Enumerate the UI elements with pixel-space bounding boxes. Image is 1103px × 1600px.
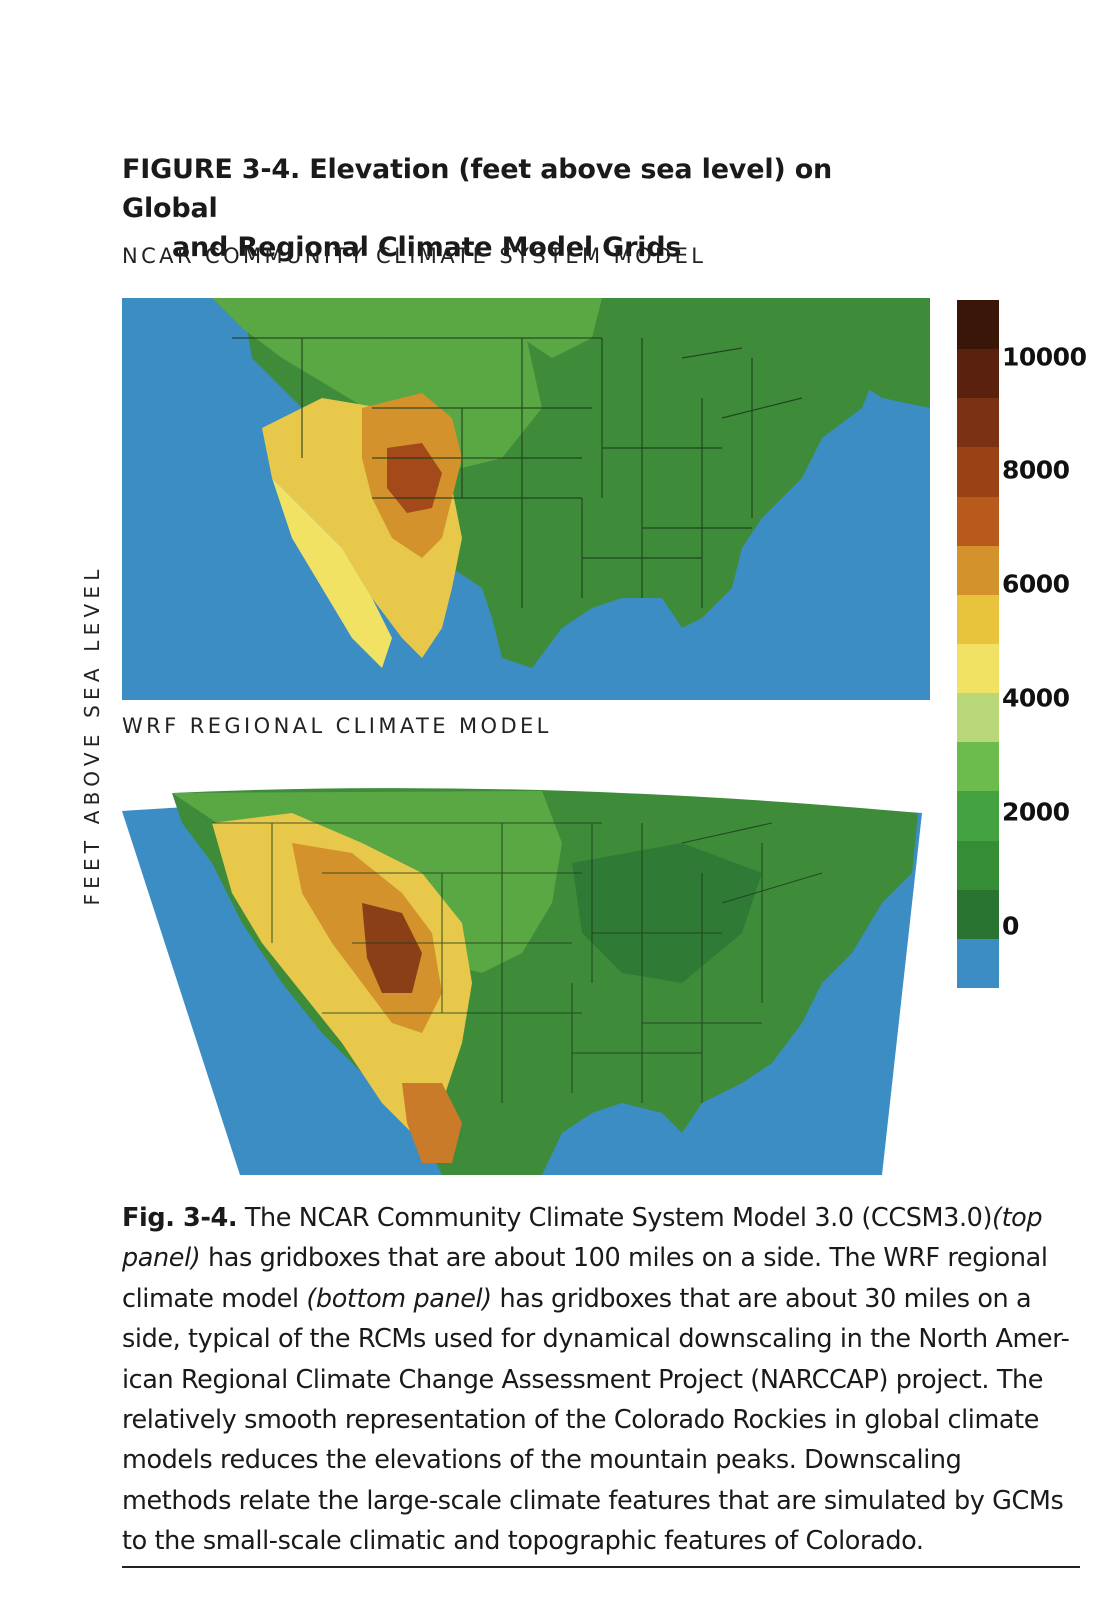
figure-title: FIGURE 3-4. Elevation (feet above sea le…: [122, 150, 882, 267]
colorbar-tick-label: 0: [1002, 911, 1019, 941]
land-mass: [122, 298, 930, 668]
colorbar-segment: [957, 300, 999, 350]
colorbar-segment: [957, 644, 999, 694]
colorbar-segment: [957, 447, 999, 498]
sierra-light: [272, 478, 392, 668]
caption-italic-bottom-panel: (bottom panel): [306, 1283, 492, 1314]
caption-text-3: has gridboxes that are about 30 miles on…: [122, 1283, 1070, 1557]
colorbar-segment: [957, 742, 999, 792]
wrf-elevation-map: [122, 788, 922, 1175]
west-green: [212, 298, 542, 468]
bottom-panel-label: WRF REGIONAL CLIMATE MODEL: [122, 714, 552, 738]
elevation-colorbar: [957, 300, 999, 989]
mountain-yellow: [212, 813, 472, 1133]
state-boundaries: [232, 337, 803, 608]
rockies-brown: [362, 903, 422, 993]
colorbar-segment: [957, 791, 999, 842]
caption-text-1: The NCAR Community Climate System Model …: [237, 1203, 993, 1233]
colorbar-tick-label: 8000: [1002, 455, 1070, 485]
rockies-brown: [387, 443, 442, 513]
dark-lowland: [572, 843, 762, 983]
colorbar-segment: [957, 349, 999, 399]
colorbar-segment: [957, 398, 999, 448]
bottom-rule: [122, 1566, 1080, 1568]
top-panel-label: NCAR COMMUNITY CLIMATE SYSTEM MODEL: [122, 244, 707, 268]
northeast-land: [802, 298, 930, 408]
figure-title-line2: and Regional Climate Model Grids: [172, 232, 682, 263]
colorbar-tick-label: 2000: [1002, 797, 1070, 827]
colorbar-segment: [957, 594, 999, 645]
colorbar-segment: [957, 496, 999, 547]
colorbar-tick-label: 6000: [1002, 569, 1070, 599]
ccsm-elevation-map: [122, 298, 930, 700]
colorbar-tick-label: 10000: [1002, 342, 1087, 372]
colorbar-segment: [957, 693, 999, 743]
north-green: [522, 298, 602, 358]
figure-title-line1: FIGURE 3-4. Elevation (feet above sea le…: [122, 154, 833, 224]
southwest-orange: [402, 1083, 462, 1163]
figure-caption: Fig. 3-4. The NCAR Community Climate Sys…: [122, 1198, 1072, 1562]
colorbar-segment: [957, 889, 999, 940]
colorbar-segment: [957, 840, 999, 891]
colorbar-tick-label: 4000: [1002, 683, 1070, 713]
colorbar-segment: [957, 545, 999, 596]
caption-italic-top-panel: (top panel): [122, 1203, 1043, 1274]
colorbar-segment: [957, 938, 999, 989]
y-axis-label: FEET ABOVE SEA LEVEL: [80, 564, 104, 906]
caption-fig-label: Fig. 3-4.: [122, 1203, 238, 1233]
caption-text-2: has gridboxes that are about 100 miles o…: [122, 1243, 1048, 1314]
state-boundaries: [212, 822, 823, 1103]
